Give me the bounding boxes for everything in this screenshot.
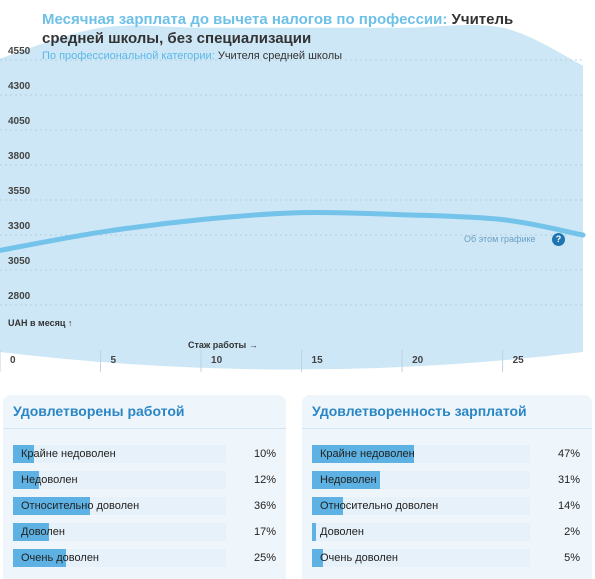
x-tick-marks	[0, 350, 504, 372]
satisfaction-bar-fill	[13, 523, 50, 541]
satisfaction-bar-fill	[312, 445, 415, 463]
satisfaction-bar-track	[13, 471, 226, 489]
satisfaction-percent: 10%	[253, 448, 276, 460]
satisfaction-percent: 25%	[253, 552, 276, 564]
satisfaction-label: Крайне недоволен	[320, 448, 415, 460]
satisfaction-row: Крайне недоволен 10%	[13, 445, 276, 463]
title-prefix: Месячная зарплата до вычета налогов по п…	[42, 11, 448, 28]
satisfaction-bar-track	[312, 497, 530, 515]
satisfaction-percent: 17%	[253, 526, 276, 538]
pay-satisfaction-panel: Удовлетворенность зарплатой Крайне недов…	[302, 395, 592, 579]
satisfaction-bar-track	[13, 497, 226, 515]
subtitle-prefix: По профессиональной категории:	[42, 50, 215, 62]
panel-divider	[302, 428, 592, 429]
satisfaction-bar-track	[13, 445, 226, 463]
satisfaction-label: Недоволен	[21, 474, 78, 486]
panel-divider	[3, 428, 286, 429]
satisfaction-bar-fill	[312, 523, 317, 541]
satisfaction-bar-track	[13, 523, 226, 541]
satisfaction-percent: 14%	[557, 500, 580, 512]
satisfaction-percent: 2%	[564, 526, 580, 538]
satisfaction-bar-fill	[13, 471, 39, 489]
chart-gridlines	[0, 59, 583, 306]
satisfaction-row: Доволен 17%	[13, 523, 276, 541]
satisfaction-bar-fill	[312, 471, 380, 489]
satisfaction-percent: 47%	[557, 448, 580, 460]
about-chart-link[interactable]: Об этом графике	[464, 234, 536, 244]
satisfaction-bar-fill	[312, 497, 343, 515]
satisfaction-label: Относительно доволен	[320, 500, 439, 512]
y-tick-label: 3800	[8, 151, 31, 162]
y-tick-label: 3550	[8, 186, 31, 197]
satisfaction-label: Очень доволен	[320, 552, 399, 564]
subtitle-subject: Учителя средней школы	[217, 50, 343, 62]
y-tick-label: 3300	[8, 221, 31, 232]
x-tick-label: 10	[211, 355, 223, 366]
satisfaction-bar-track	[312, 523, 530, 541]
pay-satisfaction-title: Удовлетворенность зарплатой	[312, 403, 527, 419]
satisfaction-row: Недоволен 12%	[13, 471, 276, 489]
y-tick-label: 4300	[8, 81, 31, 92]
satisfaction-row: Относительно доволен 36%	[13, 497, 276, 515]
salary-band-area	[0, 25, 583, 370]
satisfaction-row: Доволен 2%	[312, 523, 580, 541]
satisfaction-bar-fill	[312, 549, 323, 567]
satisfaction-row: Крайне недоволен 47%	[312, 445, 580, 463]
satisfaction-row: Недоволен 31%	[312, 471, 580, 489]
satisfaction-bar-fill	[13, 549, 67, 567]
salary-chart	[0, 25, 586, 372]
satisfaction-row: Относительно доволен 14%	[312, 497, 580, 515]
median-salary-line	[0, 209, 586, 253]
chart-title: Месячная зарплата до вычета налогов по п…	[42, 10, 562, 48]
job-satisfaction-title: Удовлетворены работой	[13, 403, 185, 419]
title-subject: Учитель средней школы, без специализации	[42, 11, 514, 47]
chart-subtitle: По профессиональной категории: Учителя с…	[42, 50, 562, 62]
x-tick-label: 20	[412, 355, 424, 366]
x-tick-label: 5	[110, 355, 117, 366]
satisfaction-percent: 5%	[564, 552, 580, 564]
satisfaction-label: Доволен	[320, 526, 364, 538]
y-tick-label: 2800	[8, 291, 31, 302]
satisfaction-bar-track	[312, 549, 530, 567]
help-icon[interactable]: ?	[552, 233, 565, 246]
satisfaction-bar-track	[13, 549, 226, 567]
satisfaction-row: Очень доволен 25%	[13, 549, 276, 567]
satisfaction-label: Очень доволен	[21, 552, 100, 564]
chart-header: Месячная зарплата до вычета налогов по п…	[42, 10, 562, 62]
satisfaction-percent: 31%	[557, 474, 580, 486]
satisfaction-bar-track	[312, 445, 530, 463]
x-tick-label: 15	[311, 355, 323, 366]
satisfaction-label: Крайне недоволен	[21, 448, 116, 460]
satisfaction-label: Недоволен	[320, 474, 377, 486]
y-axis-label: UAH в месяц ↑	[8, 318, 73, 328]
job-satisfaction-panel: Удовлетворены работой Крайне недоволен 10…	[3, 395, 286, 579]
x-tick-label: 0	[10, 355, 16, 366]
satisfaction-percent: 36%	[253, 500, 276, 512]
x-tick-label: 25	[512, 355, 524, 366]
satisfaction-label: Доволен	[21, 526, 65, 538]
satisfaction-bar-fill	[13, 445, 35, 463]
x-axis-label: Стаж работы →	[188, 340, 258, 350]
y-tick-label: 4050	[8, 116, 31, 127]
satisfaction-percent: 12%	[253, 474, 276, 486]
satisfaction-bar-fill	[13, 497, 90, 515]
satisfaction-row: Очень доволен 5%	[312, 549, 580, 567]
y-tick-label: 3050	[8, 256, 31, 267]
satisfaction-label: Относительно доволен	[21, 500, 140, 512]
satisfaction-bar-track	[312, 471, 530, 489]
y-tick-label: 4550	[8, 46, 31, 57]
